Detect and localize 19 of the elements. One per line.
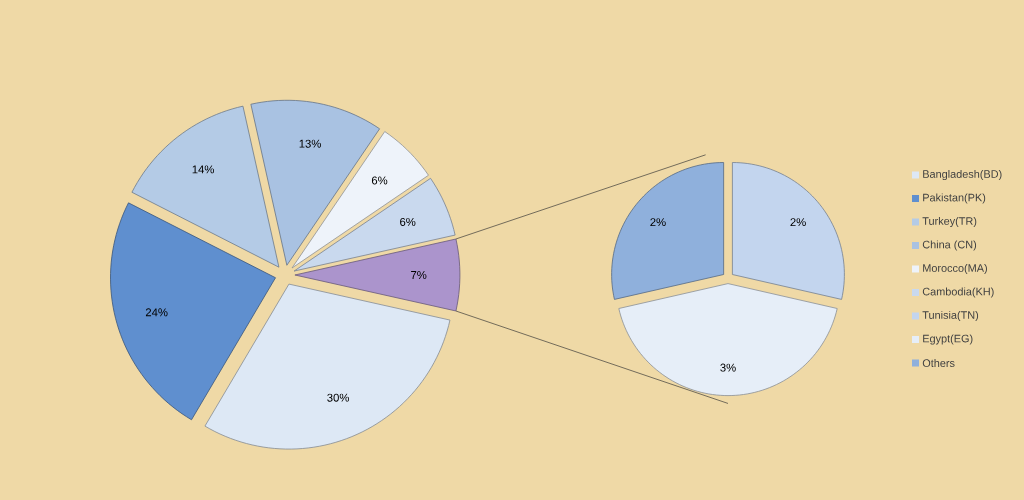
- data-label: 7%: [411, 271, 427, 279]
- data-label: 2%: [790, 218, 806, 227]
- data-label: 6%: [400, 217, 416, 226]
- slice-label: Egypt(EG): [923, 334, 973, 345]
- legend-label: Turkey(TR): [922, 216, 977, 228]
- legend-label: Cambodia(KH): [922, 287, 994, 298]
- data-label: 6%: [371, 176, 388, 185]
- data-label: 2%: [650, 218, 666, 227]
- legend-label: Bangladesh(BD): [923, 169, 1002, 181]
- legend-label: Pakistan(PK): [923, 193, 986, 204]
- data-label: 24%: [145, 308, 168, 317]
- data-label: 14%: [192, 165, 214, 174]
- slice-label: Tunisia(TN): [922, 310, 979, 322]
- data-label: 30%: [327, 393, 349, 402]
- legend-label: Others: [922, 359, 955, 367]
- data-label: 3%: [720, 363, 736, 372]
- legend-label: China (CN): [922, 240, 977, 251]
- legend-label: Morocco(MA): [923, 263, 987, 275]
- data-label: 13%: [299, 139, 321, 148]
